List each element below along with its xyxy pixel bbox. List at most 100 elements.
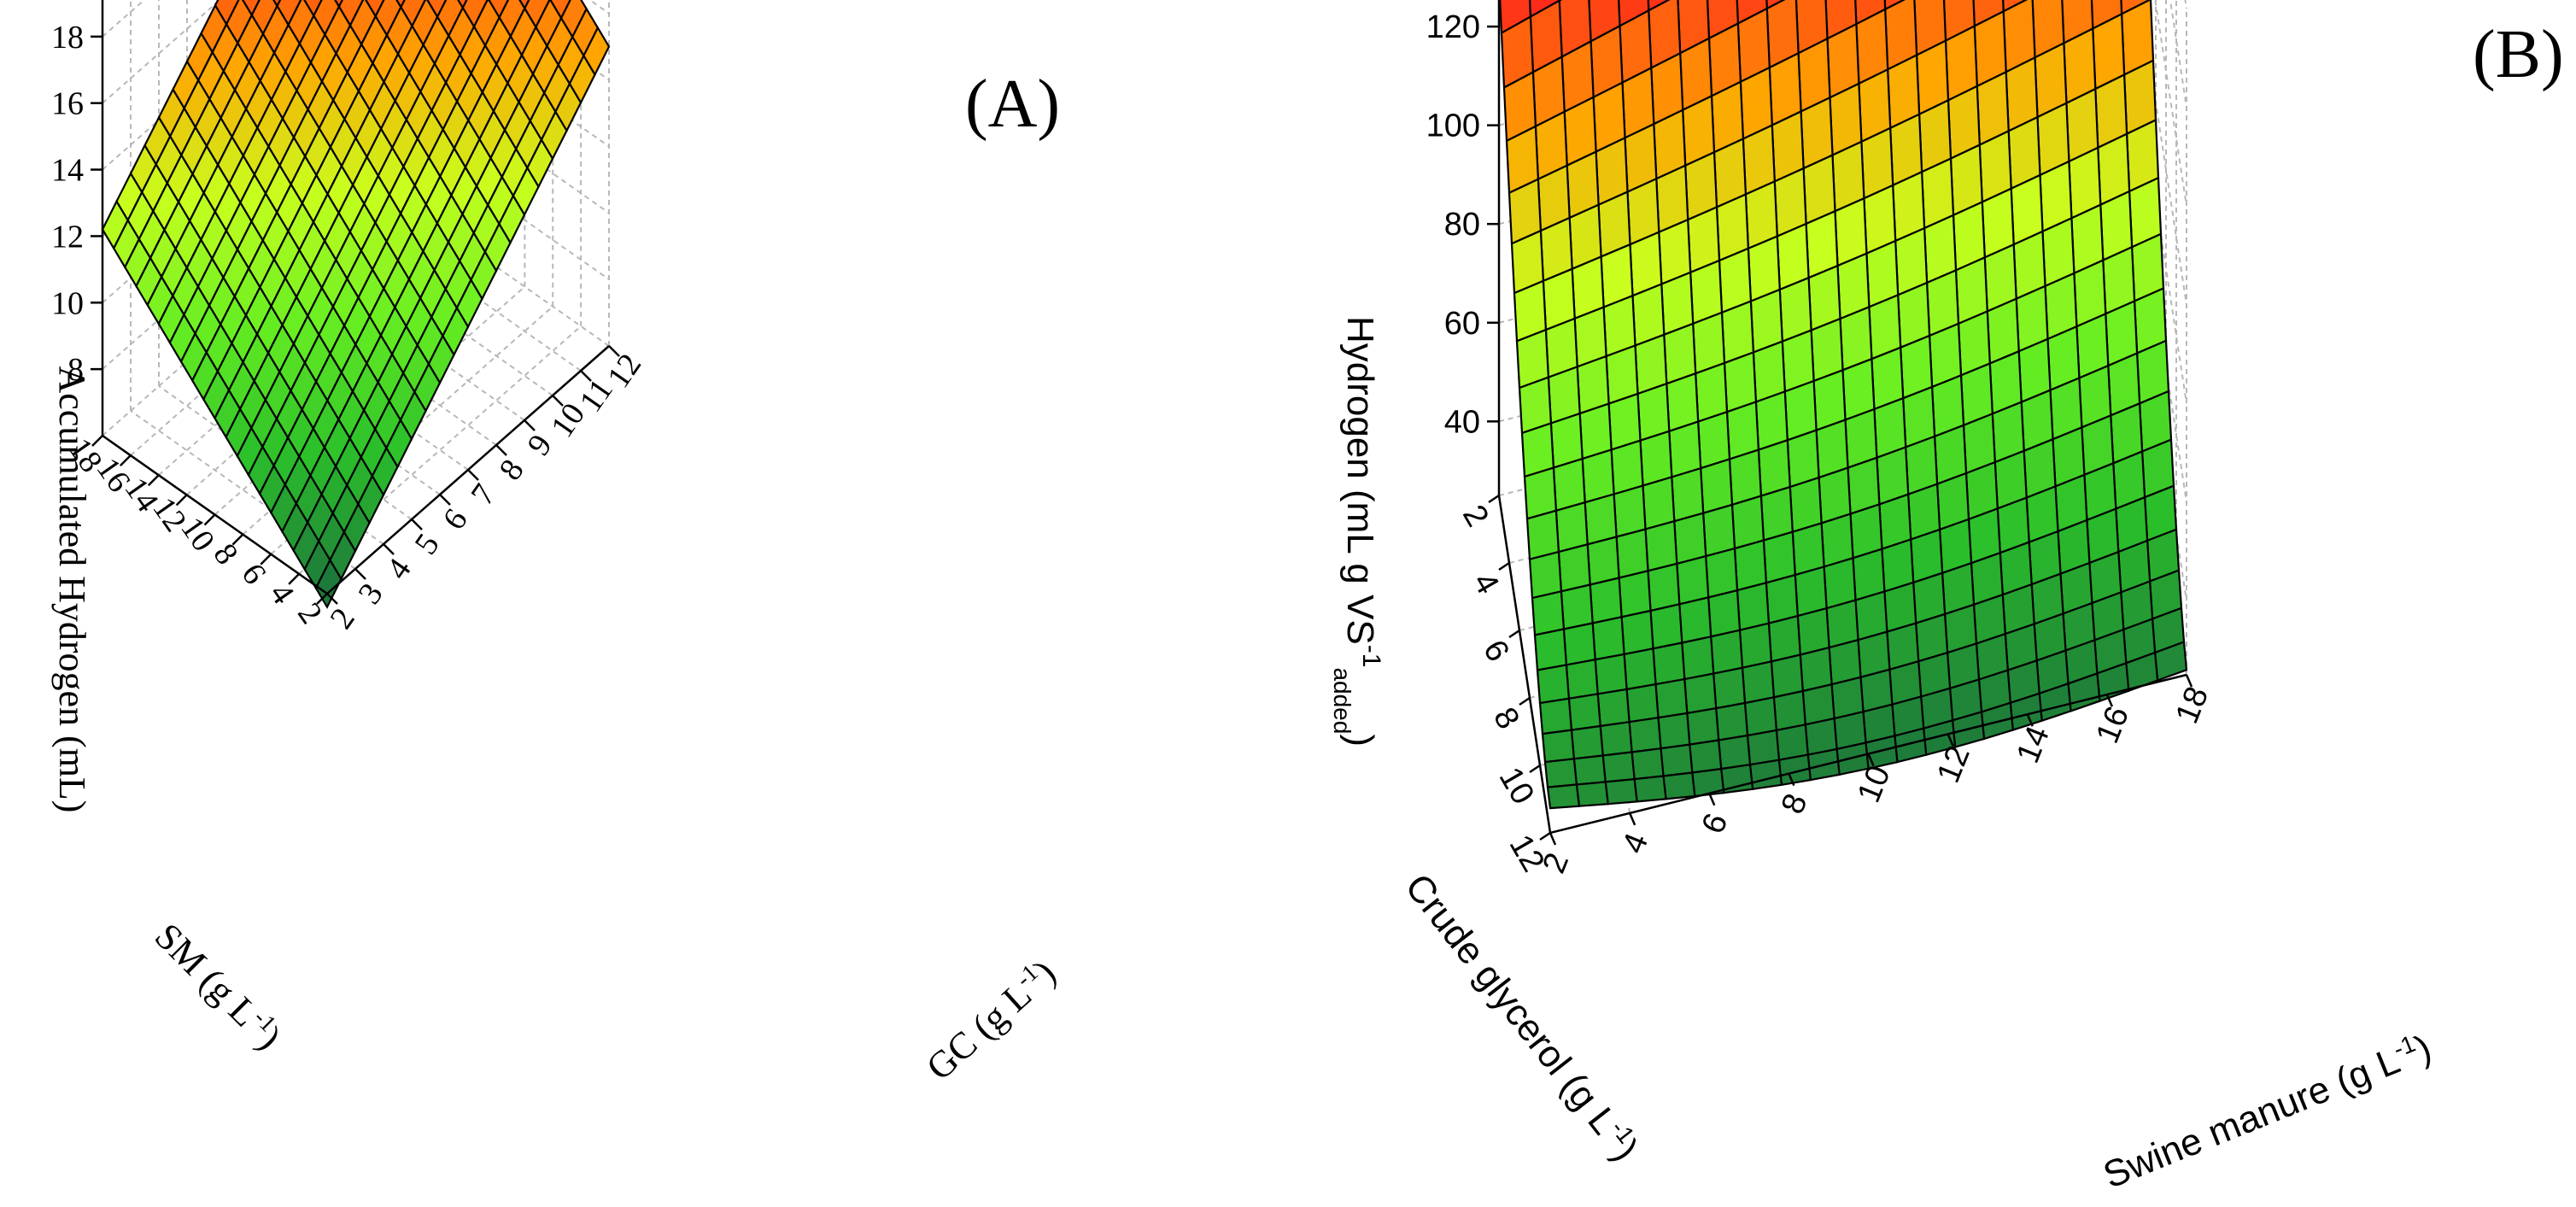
surface-cell [1584, 493, 1618, 546]
surface-cell [1705, 547, 1739, 599]
surface-cell [1533, 628, 1568, 671]
surface-cell [1718, 734, 1752, 770]
surface-cell [1613, 484, 1647, 538]
glycerol-tick-mark [1529, 764, 1541, 774]
surface-cell [1565, 658, 1599, 700]
surface-cell [1689, 739, 1723, 774]
gc-tick-mark [411, 519, 423, 530]
glycerol-tick-mark [1519, 696, 1531, 706]
surface-cell [1554, 501, 1589, 554]
panel-b-manure-axis-label: Swine manure (g L-1) [2097, 1025, 2437, 1196]
sm-tick-mark [203, 513, 216, 526]
panel-b-z-label-close: ) [1339, 734, 1381, 747]
manure-tick-label: 6 [1695, 809, 1736, 839]
grid-line [270, 305, 553, 555]
z-tick-label: 120 [1426, 9, 1480, 45]
manure-tick-mark [1549, 832, 1557, 846]
surface-cell [1604, 777, 1638, 806]
gc-tick-mark [495, 444, 507, 456]
glycerol-tick-label: 6 [1476, 634, 1516, 667]
surface-cell [1525, 509, 1560, 561]
manure-tick-mark [1947, 733, 1954, 747]
z-tick-label: 100 [1426, 108, 1480, 144]
surface-cell [1652, 642, 1686, 686]
panel-a-z-ticks: 8101214161820 [51, 20, 102, 388]
sm-tick-mark [91, 435, 103, 447]
surface-cell [1567, 693, 1601, 731]
surface-cell [1686, 706, 1720, 746]
gc-tick-label: 3 [352, 577, 390, 611]
panel-b-glycerol-axis-label: Crude glycerol (g L-1) [1397, 865, 1648, 1169]
gc-tick-label: 4 [380, 552, 419, 586]
surface-cell [1630, 747, 1665, 781]
sm-tick-mark [175, 494, 188, 507]
surface-cell [1676, 554, 1710, 606]
z-tick-label: 12 [51, 219, 84, 255]
surface-cell [1572, 754, 1607, 786]
surface-cell [1654, 677, 1689, 719]
manure-tick-mark [2026, 713, 2034, 727]
surface-cell [1543, 758, 1578, 788]
surface-cell [1762, 530, 1796, 584]
surface-cell [1570, 724, 1604, 760]
panel-b-z-axis-label: Hydrogen (mL g VS-1added) [1329, 316, 1385, 747]
surface-cell [1625, 683, 1660, 724]
surface-cell [1589, 577, 1623, 624]
panel-b-z-label-sup: -1 [1357, 645, 1385, 668]
surface-cell [1642, 476, 1676, 530]
grid-line [102, 0, 610, 104]
surface-cell [1678, 596, 1712, 644]
surface-cell [1615, 528, 1649, 579]
surface-cell [1562, 622, 1596, 666]
panel-b-z-label-sub: added [1329, 667, 1355, 734]
surface-cell [1586, 536, 1620, 586]
glycerol-tick-mark [1508, 629, 1520, 639]
gc-tick-mark [326, 593, 338, 605]
sm-tick-mark [316, 593, 328, 605]
surface-cell [1649, 602, 1683, 650]
z-tick-label: 40 [1444, 404, 1480, 440]
surface-cell [1681, 635, 1715, 681]
surface-cell [1700, 458, 1734, 515]
panel-a-sm-label-main: SM (g L [147, 915, 266, 1034]
surface-cell [1702, 503, 1736, 558]
surface-cell [1712, 666, 1747, 710]
surface-cell [1647, 562, 1681, 612]
sm-tick-label: 6 [234, 557, 272, 591]
surface-cell [1660, 743, 1694, 777]
surface-cell [1683, 672, 1718, 715]
z-tick-label: 14 [51, 153, 84, 189]
gc-tick-mark [580, 370, 592, 382]
gc-tick-label: 5 [408, 527, 447, 561]
surface-cell [1531, 589, 1566, 636]
surface-cell [1743, 695, 1778, 737]
glycerol-tick-label: 8 [1486, 701, 1526, 735]
surface-cell [1671, 466, 1705, 523]
surface-cell [1591, 615, 1625, 661]
panel-a-sm-axis-label: SM (g L-1) [147, 915, 290, 1058]
panel-a-surface [101, 0, 611, 609]
grid-line [130, 410, 356, 570]
manure-tick-label: 4 [1616, 829, 1656, 858]
surface-cell [1736, 581, 1771, 632]
manure-tick-mark [1708, 793, 1716, 806]
surface-cell [1541, 729, 1576, 764]
surface-cell [1767, 614, 1801, 663]
surface-cell [1738, 622, 1773, 670]
glycerol-tick-label: 2 [1455, 499, 1496, 532]
surface-cell [1730, 495, 1765, 550]
gc-tick-mark [354, 568, 366, 580]
manure-tick-label: 8 [1775, 788, 1815, 818]
panel-b-glycerol-label-main: Crude glycerol (g L [1397, 866, 1625, 1142]
gc-tick-mark [608, 345, 620, 357]
glycerol-tick-label: 4 [1466, 566, 1506, 600]
manure-tick-mark [2105, 694, 2114, 707]
surface-cell [1691, 767, 1725, 798]
panel-a-label: (A) [965, 67, 1060, 142]
surface-cell [1657, 712, 1691, 750]
z-tick-label: 80 [1444, 207, 1480, 243]
surface-cell [1620, 609, 1654, 656]
z-tick-label: 60 [1444, 306, 1480, 342]
manure-tick-mark [1788, 773, 1795, 787]
